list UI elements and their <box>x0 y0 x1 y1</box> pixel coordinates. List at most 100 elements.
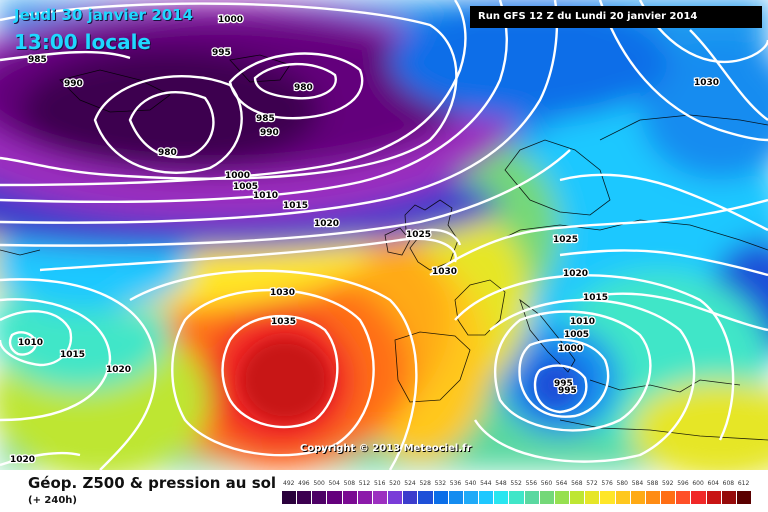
legend-tick-label: 572 <box>586 480 598 487</box>
isobar-label: 995 <box>558 386 577 396</box>
legend-swatch <box>539 491 555 504</box>
isobar-label: 1015 <box>583 293 608 303</box>
legend-title: Géop. Z500 & pression au sol <box>28 474 277 492</box>
legend: Géop. Z500 & pression au sol (+ 240h) 49… <box>0 470 768 512</box>
isobar-label: 995 <box>554 379 573 389</box>
legend-swatch <box>721 491 737 504</box>
legend-swatch <box>282 491 298 504</box>
legend-swatch <box>418 491 434 504</box>
legend-tick-label: 532 <box>434 480 447 487</box>
legend-tick-label: 608 <box>722 480 735 487</box>
legend-tick-label: 588 <box>646 480 659 487</box>
isobar-label: 990 <box>64 79 83 89</box>
legend-swatch <box>676 491 692 504</box>
legend-swatch <box>448 491 464 504</box>
isobar-label: 1010 <box>18 338 43 348</box>
isobar-label: 1030 <box>270 288 295 298</box>
legend-tick-label: 576 <box>601 480 613 487</box>
isobar-label: 1000 <box>225 171 250 181</box>
legend-subtitle: (+ 240h) <box>28 495 77 506</box>
legend-swatch <box>342 491 358 504</box>
isobar-label: 1015 <box>283 201 308 211</box>
legend-tick-label: 584 <box>631 480 644 487</box>
isobar-label: 1025 <box>406 230 431 240</box>
legend-tick-label: 612 <box>737 480 750 487</box>
legend-swatch <box>570 491 586 504</box>
legend-tick-label: 500 <box>313 480 325 487</box>
isobar-label: 1010 <box>253 191 278 201</box>
legend-tick-label: 540 <box>464 480 477 487</box>
legend-tick-label: 516 <box>373 480 386 487</box>
legend-tick-label: 524 <box>404 480 416 487</box>
isobar-label: 1025 <box>553 235 578 245</box>
isobar-label: 985 <box>28 55 47 65</box>
legend-swatch <box>479 491 495 504</box>
isobars <box>0 0 768 470</box>
legend-tick-label: 552 <box>510 480 522 487</box>
isobar-label: 1035 <box>271 317 296 327</box>
legend-tick-label: 568 <box>571 480 583 487</box>
isobar-label: 1020 <box>106 365 131 375</box>
legend-swatch <box>615 491 631 504</box>
legend-swatch <box>600 491 616 504</box>
legend-tick-label: 564 <box>555 480 568 487</box>
legend-swatch <box>463 491 480 504</box>
pressure-map: 1000 985 990 995 980 985 990 980 1000 10… <box>0 0 768 470</box>
legend-swatch <box>509 491 525 504</box>
legend-tick-label: 528 <box>419 480 431 487</box>
legend-tick-label: 520 <box>389 480 401 487</box>
legend-swatch <box>630 491 646 504</box>
legend-tick-label: 604 <box>707 480 719 487</box>
legend-swatch <box>661 491 677 504</box>
isobar-label: 1005 <box>233 182 258 192</box>
legend-swatch <box>645 491 662 504</box>
isobar-label: 1000 <box>218 15 243 25</box>
legend-swatch <box>433 491 449 504</box>
copyright: Copyright © 2013 Meteociel.fr <box>300 443 472 454</box>
legend-tick-label: 492 <box>283 480 295 487</box>
isobar-label: 1015 <box>60 350 85 360</box>
isobar-label: 1030 <box>432 267 457 277</box>
legend-tick-label: 544 <box>480 480 492 487</box>
legend-tick-label: 508 <box>343 480 356 487</box>
isobar-label: 1020 <box>563 269 588 279</box>
isobar-label: 995 <box>212 48 231 58</box>
isobar-label: 985 <box>256 114 275 124</box>
isobar-label: 1020 <box>10 455 35 465</box>
isobar-label: 1000 <box>558 344 583 354</box>
isobar-label: 980 <box>158 148 177 158</box>
legend-ticks: 492 496 500 504 508 512 516 520 524 528 532 536 540 5… <box>282 480 752 490</box>
forecast-time: 13:00 locale <box>14 30 151 54</box>
legend-tick-label: 580 <box>616 480 628 487</box>
legend-tick-label: 512 <box>358 480 371 487</box>
legend-tick-label: 560 <box>540 480 553 487</box>
legend-tick-label: 600 <box>692 480 704 487</box>
legend-tick-label: 596 <box>677 480 689 487</box>
isobar-label: 1020 <box>314 219 339 229</box>
legend-swatch <box>388 491 404 504</box>
legend-swatch <box>372 491 389 504</box>
legend-swatch <box>403 491 419 504</box>
legend-tick-label: 592 <box>662 480 674 487</box>
legend-color-scale <box>282 491 752 504</box>
isobar-labels: 1000 985 990 995 980 985 990 980 1000 10… <box>9 14 721 467</box>
legend-swatch <box>357 491 373 504</box>
isobar-label: 1005 <box>564 330 589 340</box>
legend-tick-label: 496 <box>298 480 310 487</box>
legend-swatch <box>327 491 343 504</box>
legend-tick-label: 556 <box>525 480 538 487</box>
legend-swatch <box>312 491 328 504</box>
isobar-label: 1010 <box>570 317 595 327</box>
legend-swatch <box>706 491 722 504</box>
legend-swatch <box>297 491 313 504</box>
isobar-label: 980 <box>294 83 313 93</box>
run-info: Run GFS 12 Z du Lundi 20 janvier 2014 <box>470 6 762 28</box>
forecast-date: Jeudi 30 janvier 2014 <box>14 6 194 24</box>
legend-tick-label: 548 <box>495 480 507 487</box>
legend-swatch <box>494 491 510 504</box>
legend-swatch <box>524 491 540 504</box>
legend-swatch <box>691 491 707 504</box>
legend-tick-label: 504 <box>328 480 340 487</box>
legend-swatch <box>554 491 571 504</box>
